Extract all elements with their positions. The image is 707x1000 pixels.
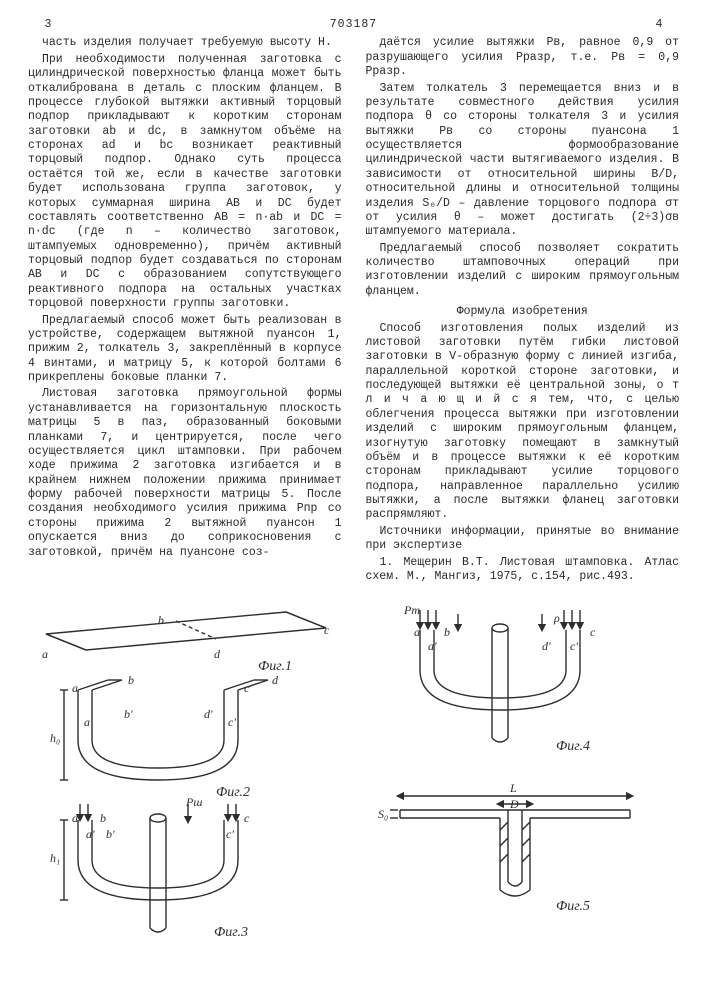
para: часть изделия получает требуемую высоту … bbox=[28, 36, 342, 50]
para: Затем толкатель 3 перемещается вниз и в … bbox=[366, 82, 680, 240]
annot-ap: a' bbox=[84, 715, 93, 729]
annot-a4: a bbox=[414, 625, 420, 639]
annot-pt: Pт bbox=[403, 603, 420, 617]
fig3-label: Фиг.3 bbox=[214, 925, 248, 940]
figures-svg-right: Pт ρ a a' b c c' d' Фиг.4 bbox=[370, 600, 690, 940]
annot-D: D bbox=[509, 797, 519, 811]
annot-b2: b bbox=[128, 673, 134, 687]
annot-L: L bbox=[509, 781, 517, 795]
annot-c3: c bbox=[244, 811, 250, 825]
fig2-label: Фиг.2 bbox=[216, 785, 250, 800]
figures-svg-left: a b c d Фиг.1 bbox=[28, 600, 348, 940]
annot-c2: c bbox=[244, 681, 250, 695]
column-right: даётся усилие вытяжки Pв, равное 0,9 от … bbox=[366, 36, 680, 586]
page-number-left: 3 bbox=[28, 18, 68, 32]
para: Предлагаемый способ может быть реализова… bbox=[28, 314, 342, 386]
annot-c4: c bbox=[590, 625, 596, 639]
para: 1. Мещерин В.Т. Листовая штамповка. Атла… bbox=[366, 556, 680, 585]
annot-b: b bbox=[158, 613, 164, 627]
annot-h0: h₀ bbox=[50, 731, 60, 745]
page-number-right: 4 bbox=[639, 18, 679, 32]
annot-ap4: a' bbox=[428, 639, 437, 653]
annot-c: c bbox=[324, 623, 330, 637]
fig1-label: Фиг.1 bbox=[258, 659, 292, 674]
fig4-label: Фиг.4 bbox=[556, 739, 590, 754]
annot-b4: b bbox=[444, 625, 450, 639]
fig5-label: Фиг.5 bbox=[556, 899, 590, 914]
para: даётся усилие вытяжки Pв, равное 0,9 от … bbox=[366, 36, 680, 79]
annot-rho: ρ bbox=[553, 611, 560, 625]
annot-S0: S₀ bbox=[378, 807, 388, 821]
annot-cp: c' bbox=[228, 715, 236, 729]
para: Источники информации, принятые во вниман… bbox=[366, 525, 680, 554]
annot-a3: a bbox=[72, 811, 78, 825]
figure-column-right: Pт ρ a a' b c c' d' Фиг.4 bbox=[370, 600, 690, 940]
annot-b3: b bbox=[100, 811, 106, 825]
document-number: 703187 bbox=[330, 18, 377, 32]
figure-column-left: a b c d Фиг.1 bbox=[28, 600, 348, 940]
text-columns: часть изделия получает требуемую высоту … bbox=[28, 36, 679, 586]
column-left: часть изделия получает требуемую высоту … bbox=[28, 36, 342, 586]
para: Листовая заготовка прямоугольной формы у… bbox=[28, 387, 342, 560]
annot-bp: b' bbox=[124, 707, 133, 721]
annot-cp4: c' bbox=[570, 639, 578, 653]
annot-dp4: d' bbox=[542, 639, 551, 653]
para: При необходимости полученная заготовка с… bbox=[28, 53, 342, 312]
page-header: 3 703187 4 bbox=[28, 18, 679, 32]
annot-h1: h₁ bbox=[50, 851, 60, 865]
annot-ap3: a' bbox=[86, 827, 95, 841]
annot-a2: a bbox=[72, 681, 78, 695]
annot-d2: d bbox=[272, 673, 279, 687]
annot-psh: Pш bbox=[185, 795, 202, 809]
annot-d: d bbox=[214, 647, 221, 661]
figures-area: a b c d Фиг.1 bbox=[28, 600, 679, 940]
annot-cp3: c' bbox=[226, 827, 234, 841]
annot-bp3: b' bbox=[106, 827, 115, 841]
annot-dp: d' bbox=[204, 707, 213, 721]
para: Способ изготовления полых изделий из лис… bbox=[366, 322, 680, 523]
para: Предлагаемый способ позволяет сократить … bbox=[366, 242, 680, 300]
formula-heading: Формула изобретения bbox=[366, 305, 680, 319]
annot-a: a bbox=[42, 647, 48, 661]
